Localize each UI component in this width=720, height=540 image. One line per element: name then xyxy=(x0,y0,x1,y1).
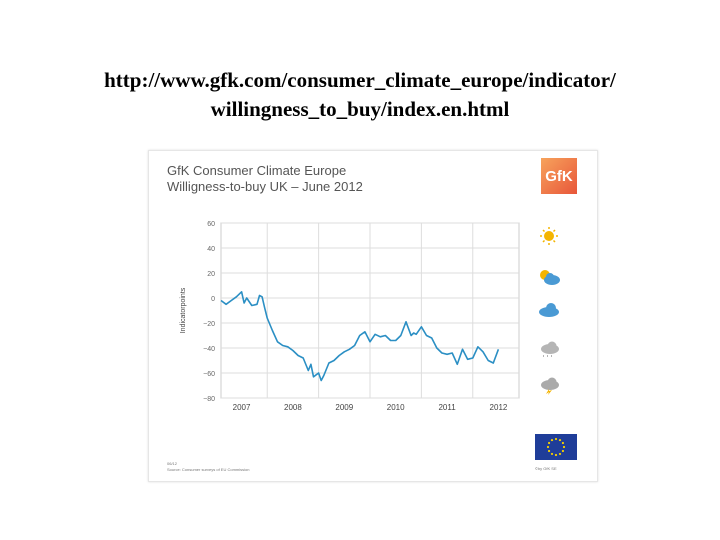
rain-cloud-icon xyxy=(541,341,559,357)
y-tick-label: −20 xyxy=(203,321,215,328)
logo-text: GfK xyxy=(545,167,573,185)
x-tick-label: 2011 xyxy=(438,403,456,412)
eu-star-icon xyxy=(562,445,566,449)
x-tick-label: 2009 xyxy=(335,403,353,412)
line-chart: 60 40 20 0 −20 −40 −60 −80 2007 2008 2009 2010 2011 2… xyxy=(180,221,520,412)
url-line-2: willingness_to_buy/index.en.html xyxy=(210,97,510,121)
y-tick-label: 0 xyxy=(211,296,215,303)
series-line xyxy=(220,291,500,382)
y-tick-label: −80 xyxy=(203,396,215,403)
chart-subtitle: Willigness-to-buy UK – June 2012 xyxy=(167,179,363,194)
footer-copyright: ©by GfK SE xyxy=(535,466,557,471)
y-tick-label: 60 xyxy=(207,221,215,228)
eu-star-icon xyxy=(561,441,565,445)
eu-star-icon xyxy=(561,449,565,453)
eu-flag-icon xyxy=(535,434,577,460)
url-line-1: http://www.gfk.com/consumer_climate_euro… xyxy=(104,68,616,92)
footer-date: 06/12 xyxy=(167,461,178,466)
gfk-logo: GfK xyxy=(541,158,577,194)
footer-source: Source: Consumer surveys of EU Commissio… xyxy=(167,467,250,472)
chart-figure: GfK Consumer Climate Europe Willigness-t… xyxy=(148,150,598,482)
url-title: http://www.gfk.com/consumer_climate_euro… xyxy=(0,66,720,124)
chart-title: GfK Consumer Climate Europe xyxy=(167,163,347,178)
eu-star-icon xyxy=(558,452,562,456)
sun-icon xyxy=(540,227,558,245)
cloud-icon xyxy=(539,303,559,317)
y-tick-label: −60 xyxy=(203,371,215,378)
eu-star-icon xyxy=(546,445,550,449)
eu-star-icon xyxy=(550,452,554,456)
eu-star-icon xyxy=(558,438,562,442)
y-axis-label: Indicatorpoints xyxy=(180,287,187,333)
eu-star-icon xyxy=(550,438,554,442)
sun-behind-cloud-icon xyxy=(540,270,560,285)
y-tick-label: 20 xyxy=(207,271,215,278)
y-tick-label: −40 xyxy=(203,346,215,353)
x-tick-label: 2007 xyxy=(233,403,251,412)
eu-star-icon xyxy=(547,441,551,445)
x-tick-label: 2012 xyxy=(490,403,508,412)
eu-star-icon xyxy=(554,453,558,457)
eu-star-icon xyxy=(554,437,558,441)
storm-cloud-icon xyxy=(541,377,559,395)
eu-star-icon xyxy=(547,449,551,453)
y-tick-label: 40 xyxy=(207,246,215,253)
x-tick-label: 2010 xyxy=(387,403,405,412)
x-tick-label: 2008 xyxy=(284,403,302,412)
